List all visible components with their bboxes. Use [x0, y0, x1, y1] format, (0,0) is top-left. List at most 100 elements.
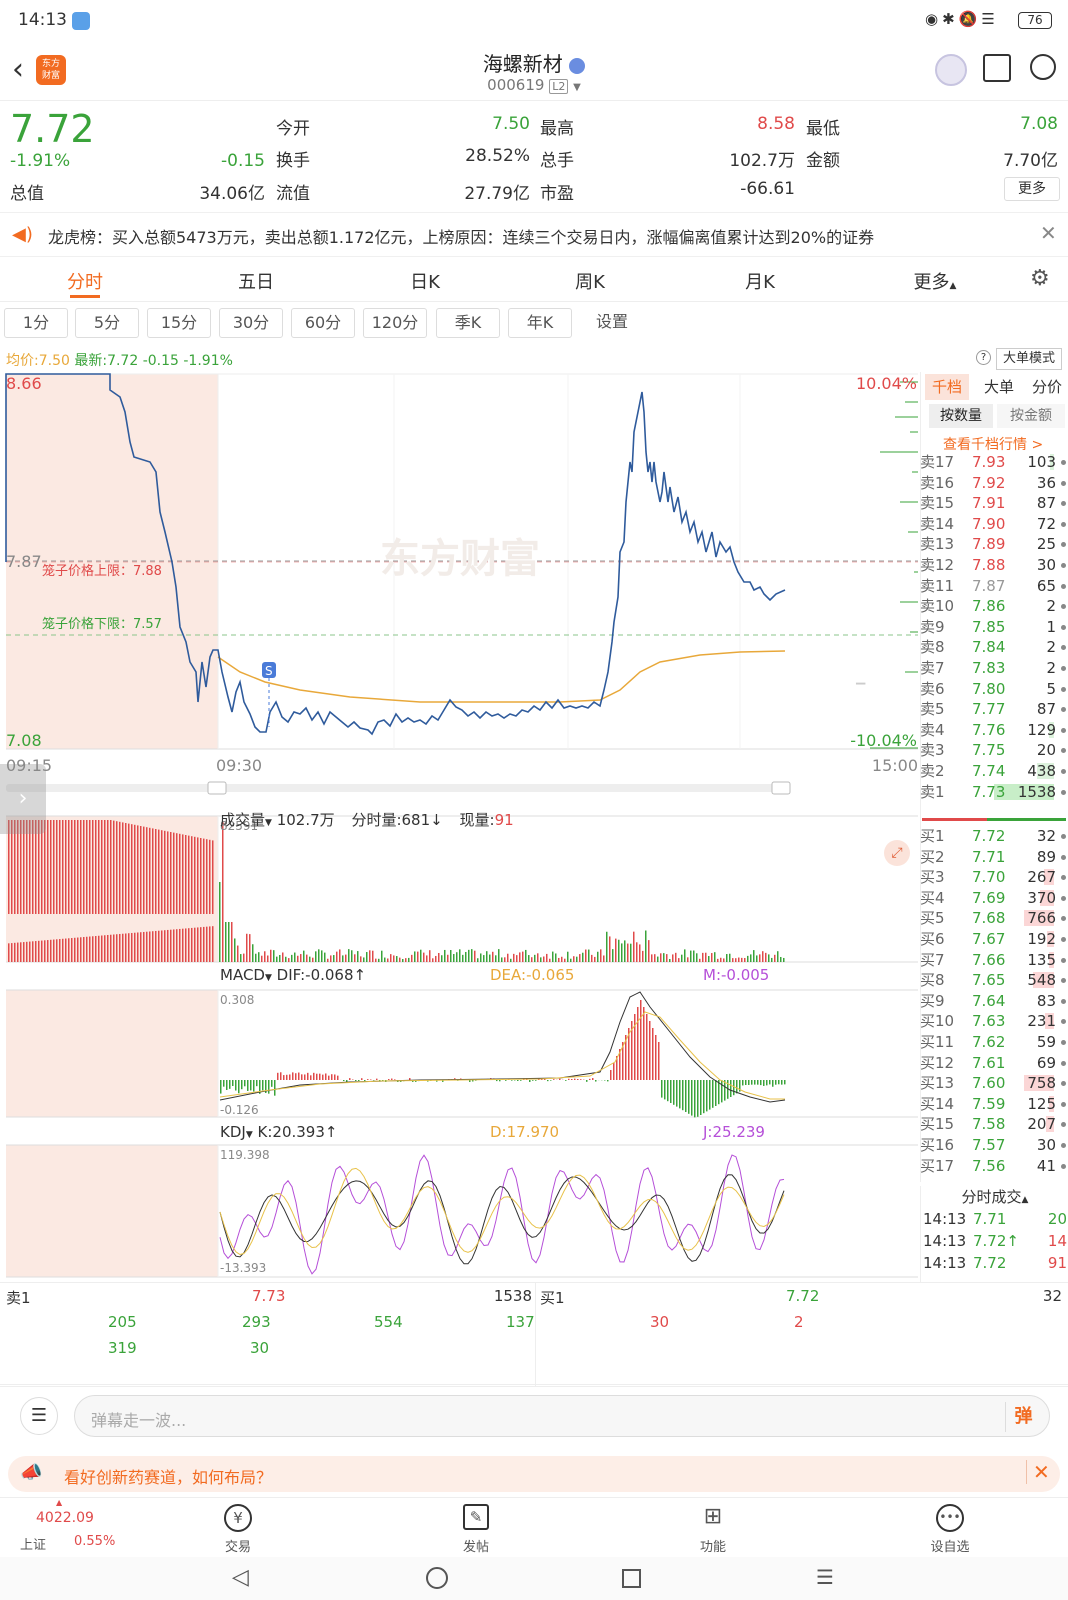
tab-monthly[interactable]: 月K: [745, 272, 775, 293]
chevron-down-icon[interactable]: ▼: [573, 82, 581, 93]
bids-row[interactable]: 买8 7.65 548: [920, 970, 1068, 991]
help-icon[interactable]: ?: [976, 350, 991, 365]
sys-menu-icon[interactable]: ☰: [816, 1565, 834, 1589]
fullscreen-icon[interactable]: ⤢: [884, 840, 910, 866]
book-sub-qty[interactable]: 按数量: [929, 404, 993, 428]
asks-row[interactable]: 卖3 7.75 20: [920, 740, 1068, 761]
close-icon[interactable]: ✕: [1026, 1460, 1050, 1484]
more-button[interactable]: 更多: [1004, 177, 1060, 201]
search-icon[interactable]: [1030, 54, 1056, 80]
macd-bar: [343, 1080, 345, 1082]
bids-row[interactable]: 买15 7.58 207: [920, 1114, 1068, 1135]
bids-row[interactable]: 买6 7.67 192: [920, 929, 1068, 950]
asks-row[interactable]: 卖14 7.90 72: [920, 514, 1068, 535]
nav-post[interactable]: ✎ 发帖: [436, 1500, 516, 1555]
bids-row[interactable]: 买12 7.61 69: [920, 1053, 1068, 1074]
period-1m[interactable]: 1分: [4, 308, 68, 338]
tab-weekly[interactable]: 周K: [575, 272, 605, 293]
period-5m[interactable]: 5分: [75, 308, 139, 338]
promo-banner[interactable]: 📣 看好创新药赛道，如何布局？ ✕: [8, 1456, 1060, 1492]
volume-bar: [462, 954, 464, 962]
book-tab-1000[interactable]: 千档: [925, 374, 969, 400]
bids-row[interactable]: 买4 7.69 370: [920, 888, 1068, 909]
tab-daily[interactable]: 日K: [410, 272, 440, 293]
comment-input[interactable]: 弹幕走一波... 弹: [74, 1395, 1050, 1437]
book-tab-bigorder[interactable]: 大单: [983, 378, 1014, 396]
back-icon[interactable]: ‹: [12, 52, 24, 87]
asks-row[interactable]: 卖11 7.87 65: [920, 576, 1068, 597]
bids-dot: [1061, 1019, 1066, 1025]
asks-row[interactable]: 卖5 7.77 87: [920, 699, 1068, 720]
asks-row[interactable]: 卖15 7.91 87: [920, 493, 1068, 514]
asks-row[interactable]: 卖12 7.88 30: [920, 555, 1068, 576]
book-view-link[interactable]: 查看千档行情 >: [943, 437, 1044, 453]
kdj-selector[interactable]: KDJ: [220, 1123, 246, 1141]
period-120m[interactable]: 120分: [363, 308, 427, 338]
bigorder-mode-button[interactable]: 大单模式: [996, 348, 1062, 370]
tab-more[interactable]: 更多▲: [900, 268, 970, 294]
bids-row[interactable]: 买14 7.59 125: [920, 1094, 1068, 1115]
danmaku-list-icon[interactable]: ☰: [20, 1397, 58, 1435]
nav-function[interactable]: ⊞ 功能: [673, 1500, 753, 1555]
sys-home-icon[interactable]: [426, 1567, 448, 1589]
bids-row[interactable]: 买17 7.56 41: [920, 1156, 1068, 1177]
period-60m[interactable]: 60分: [291, 308, 355, 338]
tab-intraday[interactable]: 分时: [67, 272, 103, 293]
asks-row[interactable]: 卖10 7.86 2: [920, 596, 1068, 617]
period-30m[interactable]: 30分: [219, 308, 283, 338]
book-tab-price[interactable]: 分价: [1031, 378, 1062, 396]
danmaku-send-button[interactable]: 弹: [1005, 1402, 1041, 1432]
bids-row[interactable]: 买3 7.70 267: [920, 867, 1068, 888]
volume-bar: [291, 954, 293, 962]
sys-recent-icon[interactable]: [622, 1569, 641, 1588]
intraday-chart-area[interactable]: S ▔ 8.66 7.87 7.08 10.04% -10.04% 笼子价格上限…: [0, 372, 920, 1284]
gear-icon[interactable]: ⚙: [1030, 266, 1050, 291]
bids-row[interactable]: 买13 7.60 758: [920, 1073, 1068, 1094]
asks-row[interactable]: 卖4 7.76 129: [920, 720, 1068, 741]
expand-side-tab[interactable]: ›: [0, 764, 46, 834]
asks-row[interactable]: 卖7 7.83 2: [920, 658, 1068, 679]
bids-row[interactable]: 买9 7.64 83: [920, 991, 1068, 1012]
notice-bar[interactable]: ◀) 龙虎榜：买入总额5473万元，卖出总额1.172亿元，上榜原因：连续三个交…: [0, 212, 1068, 257]
close-icon[interactable]: ✕: [1040, 221, 1057, 245]
index-arrow-icon: ▲: [56, 1498, 63, 1507]
bids-row[interactable]: 买11 7.62 59: [920, 1032, 1068, 1053]
volume-bar: [474, 950, 476, 962]
period-quarter[interactable]: 季K: [436, 308, 500, 338]
asks-row[interactable]: 卖1 7.73 1538: [920, 782, 1068, 803]
bids-price: 7.68: [972, 909, 1006, 928]
book-sub-amount[interactable]: 按金额: [997, 404, 1065, 428]
index-widget[interactable]: ▲ 4022.09 上证 0.55%: [20, 1498, 130, 1554]
bids-row[interactable]: 买5 7.68 766: [920, 908, 1068, 929]
asks-row[interactable]: 卖6 7.80 5: [920, 679, 1068, 700]
volume-bar: [783, 957, 785, 962]
sys-back-icon[interactable]: ◁: [232, 1565, 249, 1590]
nav-watchlist[interactable]: ••• 设自选: [910, 1500, 990, 1555]
bids-row[interactable]: 买10 7.63 231: [920, 1011, 1068, 1032]
volume-selector[interactable]: 成交量: [220, 811, 266, 829]
bids-row[interactable]: 买2 7.71 89: [920, 847, 1068, 868]
ticks-title[interactable]: 分时成交▲: [921, 1186, 1068, 1207]
asks-row[interactable]: 卖2 7.74 438: [920, 761, 1068, 782]
volume-bar: [699, 958, 701, 962]
bids-row[interactable]: 买7 7.66 135: [920, 950, 1068, 971]
asks-row[interactable]: 卖8 7.84 2: [920, 637, 1068, 658]
stock-title[interactable]: 海螺新材: [0, 48, 1068, 77]
period-settings[interactable]: 设置: [595, 312, 628, 331]
nav-trade[interactable]: ¥ 交易: [198, 1500, 278, 1555]
asks-row[interactable]: 卖16 7.92 36: [920, 473, 1068, 494]
period-15m[interactable]: 15分: [147, 308, 211, 338]
asks-row[interactable]: 卖9 7.85 1: [920, 617, 1068, 638]
volume-bar: [140, 932, 142, 962]
macd-selector[interactable]: MACD: [220, 966, 265, 984]
bids-row[interactable]: 买16 7.57 30: [920, 1135, 1068, 1156]
asks-row[interactable]: 卖13 7.89 25: [920, 534, 1068, 555]
share-icon[interactable]: [983, 54, 1011, 82]
queue-buy-order: 2: [794, 1313, 804, 1331]
period-year[interactable]: 年K: [508, 308, 572, 338]
avatar[interactable]: [935, 54, 967, 86]
bids-row[interactable]: 买1 7.72 32: [920, 826, 1068, 847]
asks-row[interactable]: 卖17 7.93 103: [920, 452, 1068, 473]
tab-5day[interactable]: 五日: [238, 272, 274, 293]
volume-bar: [276, 956, 278, 962]
